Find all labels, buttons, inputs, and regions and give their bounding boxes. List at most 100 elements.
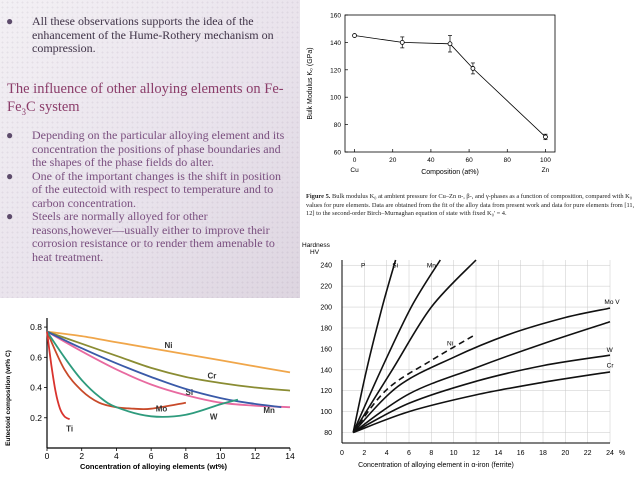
x-tick-label: 20 [389, 157, 397, 164]
y-tick-label: 200 [320, 305, 332, 312]
series-line [352, 259, 441, 433]
y-tick-label: 60 [334, 150, 342, 157]
x-axis-label: Concentration of alloying elements (wt%) [80, 462, 228, 471]
x-axis-label: Concentration of alloying element in α-i… [358, 462, 514, 469]
series-line [352, 371, 611, 434]
series-line-mo [46, 331, 187, 411]
bullet-item: ● Depending on the particular alloying el… [0, 128, 290, 170]
x-tick-label: 16 [517, 450, 525, 457]
series-label: W [607, 347, 614, 354]
x-tick-label: 4 [114, 451, 119, 461]
x-tick-label: 2 [362, 450, 366, 457]
x-tick-label: 8 [429, 450, 433, 457]
y-tick-label: 0.6 [30, 352, 42, 362]
series-label: P [361, 262, 365, 269]
series-label: Mo V [604, 299, 620, 306]
bullet-item: ● All these observations supports the ide… [0, 14, 280, 56]
plot-frame [344, 14, 556, 153]
x-axis-label: Composition (at%) [421, 169, 479, 176]
series-line-cr [46, 330, 291, 392]
x-tick-label: 18 [539, 450, 547, 457]
x-tick-label: 4 [385, 450, 389, 457]
caption-text: Bulk modulus K₀ at ambient pressure for … [306, 193, 635, 217]
series-line [352, 307, 611, 434]
x-tick-label: 2 [79, 451, 84, 461]
x-tick-label: 40 [427, 157, 435, 164]
x-tick-label: 0 [353, 157, 357, 164]
heading-subscript: 3 [21, 106, 27, 117]
x-tick-label: 14 [285, 451, 295, 461]
series-label: Cr [207, 371, 216, 380]
bulk-modulus-chart: 0 20 40 60 80 100 Cu Zn 60 80 100 120 140 160 Composit… [307, 13, 556, 176]
bullet-item: ● Steels are normally alloyed for other r… [0, 209, 290, 264]
x-tick-label: 80 [504, 157, 512, 164]
x-tick-label: 14 [494, 450, 502, 457]
series-line-w [46, 331, 239, 418]
y-tick-label: 180 [320, 325, 332, 332]
series-label: Si [186, 388, 194, 397]
series-line [352, 259, 397, 433]
series-line-ni [46, 330, 291, 374]
y-tick-label: 0.2 [30, 413, 42, 423]
y-tick-label: 160 [330, 13, 341, 20]
y-tick-label: 240 [320, 263, 332, 270]
series-line [352, 259, 477, 433]
bullet-dot-icon: ● [6, 209, 14, 223]
series-line-mn [46, 330, 282, 409]
x-tick-label: 22 [584, 450, 592, 457]
y-tick-label: 0.8 [30, 322, 42, 332]
series-line [352, 333, 477, 433]
y-tick-label: 80 [334, 122, 342, 129]
series-label: Ni [165, 341, 173, 350]
x-tick-label: 12 [472, 450, 480, 457]
heading-text: The influence of other alloying elements… [7, 81, 284, 115]
series-label: Cr [607, 363, 615, 370]
data-point [352, 33, 357, 38]
y-axis-label: HV [310, 249, 320, 256]
section-heading: The influence of other alloying elements… [7, 80, 297, 121]
bullet-item: ● One of the important changes is the shi… [0, 168, 290, 211]
y-tick-label: 160 [320, 346, 332, 353]
data-point [470, 66, 476, 71]
series-label: Mn [263, 406, 275, 415]
bullet-dot-icon: ● [6, 128, 14, 142]
y-tick-label: 140 [320, 367, 332, 374]
data-point [447, 41, 453, 47]
series-line-si [46, 330, 291, 409]
x-tick-label: 6 [407, 450, 411, 457]
y-tick-label: 120 [320, 388, 332, 395]
observation-bullet: ● All these observations supports the ide… [0, 14, 280, 56]
x-tick-label: 20 [561, 450, 569, 457]
eutectoid-chart: 0 2 4 6 8 10 12 14 0.2 0.4 0.6 0.8 Concentration of … [0, 298, 300, 478]
y-tick-label: 100 [330, 95, 341, 102]
bullet-text: Depending on the particular alloying ele… [32, 128, 285, 169]
series-label: Mn [427, 262, 436, 269]
x-tick-label: 100 [540, 157, 551, 164]
y-tick-label: 220 [320, 284, 332, 291]
x-tick-label: 10 [216, 451, 226, 461]
x-end-label: Zn [542, 167, 550, 174]
x-tick-label: 6 [149, 451, 154, 461]
series-label: Mo [156, 405, 168, 414]
y-tick-label: 0.4 [30, 383, 42, 393]
x-tick-label: 0 [340, 450, 344, 457]
data-point [543, 134, 548, 140]
bullet-text: Steels are normally alloyed for other re… [32, 209, 275, 264]
figure5-caption: Figure 5. Bulk modulus K₀ at ambient pre… [306, 193, 636, 219]
bullet-dot-icon: ● [6, 168, 14, 183]
x-tick-label: 24 [606, 450, 614, 457]
series-label: Ti [66, 424, 73, 433]
heading-text-end: C system [26, 99, 80, 115]
bullet-text: One of the important changes is the shif… [32, 168, 281, 210]
x-end-label: Cu [350, 167, 359, 174]
x-tick-suffix: % [619, 450, 625, 457]
caption-label: Figure 5. [306, 193, 331, 200]
series-label: Si [392, 262, 398, 269]
hardness-chart: 0 2 4 6 8 10 12 14 16 18 20 22 24 %801001201401601802… [302, 242, 625, 469]
influence-bullets: ● Depending on the particular alloying el… [0, 128, 290, 264]
series-label: W [210, 412, 218, 421]
y-axis-label: Hardness [302, 242, 331, 249]
slide-background [0, 0, 300, 300]
series-line-ti [46, 331, 71, 421]
bullet-text: All these observations supports the idea… [32, 14, 274, 55]
